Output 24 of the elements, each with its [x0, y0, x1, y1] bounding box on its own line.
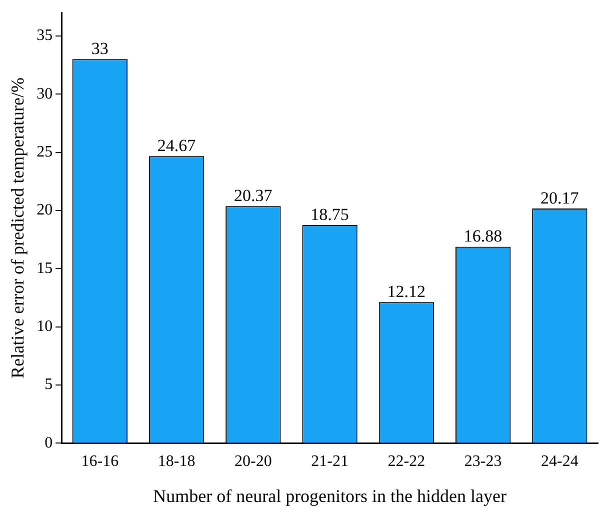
data-label: 20.17 [540, 188, 580, 208]
data-label: 33 [91, 39, 108, 58]
y-tick-label: 25 [36, 143, 53, 160]
y-tick-label: 0 [44, 434, 53, 452]
x-tick-label: 23-23 [464, 453, 502, 470]
data-label: 18.75 [310, 204, 349, 224]
y-axis-title: Relative error of predicted temperature/% [8, 77, 28, 378]
x-tick-label: 20-20 [234, 453, 272, 470]
data-label: 16.88 [464, 226, 502, 246]
x-axis-title: Number of neural progenitors in the hidden layer [153, 486, 506, 506]
y-tick-label: 15 [36, 260, 53, 277]
data-label: 20.37 [234, 186, 273, 206]
data-label: 12.12 [387, 282, 426, 302]
x-tick-label: 16-16 [81, 453, 119, 470]
x-tick-label: 18-18 [158, 453, 196, 470]
x-tick-label: 21-21 [311, 453, 348, 470]
data-label: 24.67 [157, 136, 196, 156]
x-tick-label: 24-24 [541, 453, 578, 470]
y-tick-label: 10 [36, 318, 53, 336]
y-tick-label: 20 [36, 202, 53, 219]
y-tick-label: 5 [44, 376, 53, 394]
x-tick-label: 22-22 [388, 453, 426, 470]
y-tick-label: 35 [36, 27, 53, 44]
y-tick-label: 30 [36, 85, 53, 102]
